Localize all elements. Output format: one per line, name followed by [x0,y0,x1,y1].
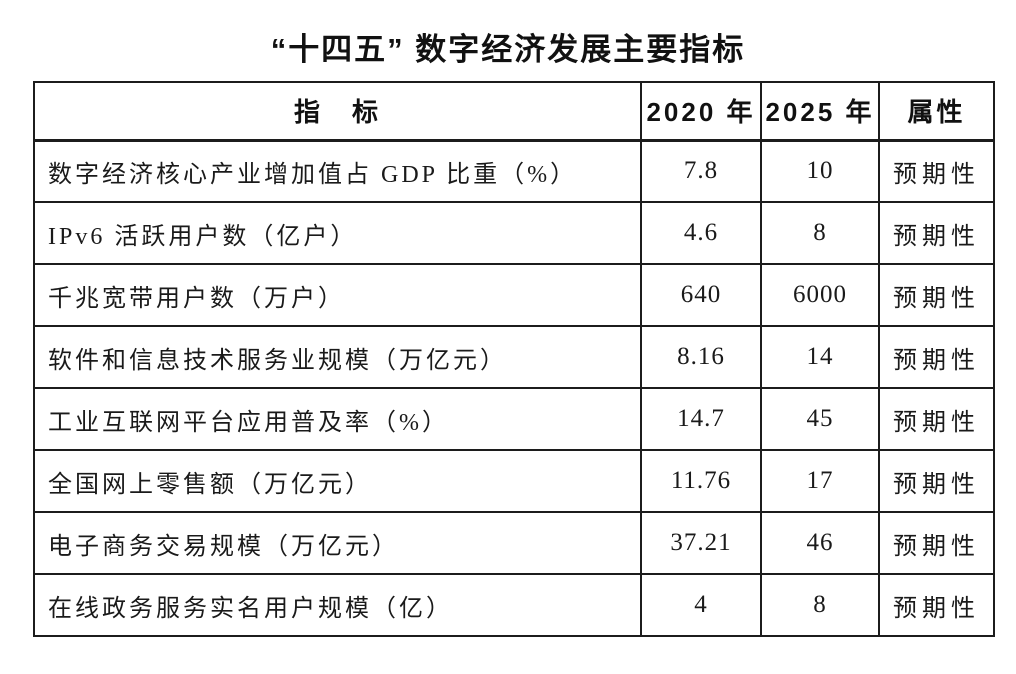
header-row: 指 标 2020 年 2025 年 属性 [33,81,995,142]
indicator-cell: 千兆宽带用户数（万户） [33,263,642,327]
value-2020-cell: 8.16 [640,325,762,389]
value-2020-cell: 4 [640,573,762,637]
value-2020-cell: 640 [640,263,762,327]
indicator-cell: 电子商务交易规模（万亿元） [33,511,642,575]
table-row: 电子商务交易规模（万亿元） 37.21 46 预期性 [33,511,995,575]
value-2020-cell: 7.8 [640,139,762,203]
value-2020-cell: 4.6 [640,201,762,265]
attribute-cell: 预期性 [878,325,995,389]
indicator-cell: 工业互联网平台应用普及率（%） [33,387,642,451]
table-row: 工业互联网平台应用普及率（%） 14.7 45 预期性 [33,387,995,451]
table-row: 数字经济核心产业增加值占 GDP 比重（%） 7.8 10 预期性 [33,139,995,203]
attribute-cell: 预期性 [878,263,995,327]
header-cell-2020: 2020 年 [640,81,762,142]
attribute-cell: 预期性 [878,201,995,265]
header-cell-indicator: 指 标 [33,81,642,142]
indicator-cell: 全国网上零售额（万亿元） [33,449,642,513]
table-row: IPv6 活跃用户数（亿户） 4.6 8 预期性 [33,201,995,265]
value-2020-cell: 11.76 [640,449,762,513]
value-2025-cell: 14 [760,325,880,389]
header-cell-2025: 2025 年 [760,81,880,142]
value-2020-cell: 37.21 [640,511,762,575]
attribute-cell: 预期性 [878,511,995,575]
table-row: 全国网上零售额（万亿元） 11.76 17 预期性 [33,449,995,513]
page-title: “十四五” 数字经济发展主要指标 [270,32,746,67]
value-2025-cell: 46 [760,511,880,575]
table-row: 在线政务服务实名用户规模（亿） 4 8 预期性 [33,573,995,637]
attribute-cell: 预期性 [878,387,995,451]
value-2025-cell: 10 [760,139,880,203]
indicator-cell: 数字经济核心产业增加值占 GDP 比重（%） [33,139,642,203]
value-2025-cell: 45 [760,387,880,451]
value-2025-cell: 8 [760,201,880,265]
header-cell-attribute: 属性 [878,81,995,142]
value-2025-cell: 17 [760,449,880,513]
indicator-cell: 在线政务服务实名用户规模（亿） [33,573,642,637]
table-row: 千兆宽带用户数（万户） 640 6000 预期性 [33,263,995,327]
attribute-cell: 预期性 [878,573,995,637]
indicators-table: 指 标 2020 年 2025 年 属性 数字经济核心产业增加值占 GDP 比重… [33,81,995,637]
indicator-cell: 软件和信息技术服务业规模（万亿元） [33,325,642,389]
attribute-cell: 预期性 [878,449,995,513]
indicator-cell: IPv6 活跃用户数（亿户） [33,201,642,265]
table-row: 软件和信息技术服务业规模（万亿元） 8.16 14 预期性 [33,325,995,389]
value-2025-cell: 6000 [760,263,880,327]
attribute-cell: 预期性 [878,139,995,203]
value-2020-cell: 14.7 [640,387,762,451]
value-2025-cell: 8 [760,573,880,637]
